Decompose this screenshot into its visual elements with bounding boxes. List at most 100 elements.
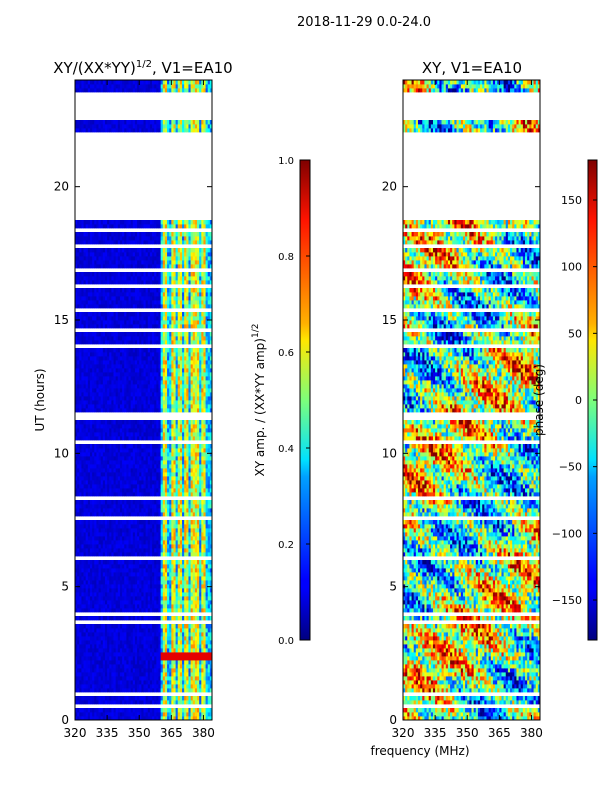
heatmap-cell [98, 660, 102, 665]
heatmap-cell [162, 684, 166, 689]
heatmap-cell [137, 672, 140, 677]
heatmap-cell [171, 600, 174, 605]
heatmap-cell [162, 628, 166, 633]
heatmap-cell [126, 680, 129, 685]
heatmap-cell [152, 716, 155, 721]
heatmap-cell [186, 656, 189, 661]
heatmap-cell [207, 684, 211, 689]
heatmap-cell [94, 600, 97, 605]
heatmap-cell [209, 648, 213, 653]
heatmap-cell [188, 680, 191, 685]
heatmap-cell [173, 608, 177, 613]
heatmap-cell [203, 708, 206, 713]
heatmap-cell [104, 688, 108, 693]
heatmap-cell [194, 608, 198, 613]
heatmap-cell [164, 624, 168, 629]
heatmap-cell [179, 624, 183, 629]
heatmap-cell [79, 644, 82, 649]
heatmap-cell [149, 608, 153, 613]
heatmap-cell [171, 640, 174, 645]
heatmap-cell [186, 680, 189, 685]
heatmap-cell [149, 632, 153, 637]
heatmap-cell [197, 632, 200, 637]
heatmap-cell [102, 680, 106, 685]
heatmap-cell [92, 652, 95, 657]
heatmap-cell [199, 688, 202, 693]
heatmap-cell [186, 684, 189, 689]
heatmap-cell [147, 700, 151, 705]
heatmap-cell [156, 648, 159, 653]
heatmap-cell [197, 712, 200, 717]
heatmap-cell [143, 600, 147, 605]
heatmap-cell [134, 716, 138, 721]
heatmap-cell [107, 608, 110, 613]
heatmap-cell [158, 604, 162, 609]
heatmap-cell [162, 700, 166, 705]
heatmap-cell [179, 648, 183, 653]
heatmap-cell [169, 700, 172, 705]
heatmap-cell [177, 716, 181, 721]
heatmap-cell [83, 648, 87, 653]
heatmap-cell [207, 688, 211, 693]
heatmap-cell [199, 708, 202, 713]
heatmap-cell [89, 684, 93, 689]
heatmap-cell [147, 712, 151, 717]
heatmap-cell [207, 680, 211, 685]
heatmap-cell [147, 608, 151, 613]
heatmap-cell [128, 628, 132, 633]
heatmap-cell [177, 596, 181, 601]
heatmap-cell [109, 596, 112, 601]
heatmap-cell [122, 688, 125, 693]
heatmap-cell [167, 696, 170, 701]
heatmap-cell [158, 628, 162, 633]
heatmap-cell [207, 652, 211, 657]
heatmap-cell [85, 616, 89, 621]
heatmap-cell [79, 624, 82, 629]
heatmap-cell [96, 640, 99, 645]
heatmap-cell [115, 700, 119, 705]
heatmap-cell [89, 596, 93, 601]
heatmap-cell [115, 664, 119, 669]
heatmap-cell [77, 676, 80, 681]
heatmap-cell [113, 680, 117, 685]
heatmap-cell [194, 688, 198, 693]
heatmap-cell [130, 716, 134, 721]
heatmap-cell [119, 680, 123, 685]
heatmap-cell [141, 616, 144, 621]
heatmap-cell [141, 644, 144, 649]
heatmap-cell [107, 688, 110, 693]
heatmap-cell [173, 668, 177, 673]
heatmap-cell [160, 680, 164, 685]
heatmap-cell [152, 660, 155, 665]
heatmap-cell [162, 652, 166, 657]
heatmap-cell [145, 680, 149, 685]
heatmap-cell [137, 640, 140, 645]
heatmap-cell [111, 628, 114, 633]
heatmap-cell [149, 676, 153, 681]
heatmap-cell [128, 644, 132, 649]
heatmap-cell [94, 608, 97, 613]
heatmap-cell [111, 616, 114, 621]
heatmap-cell [156, 616, 159, 621]
heatmap-cell [194, 600, 198, 605]
heatmap-cell [199, 676, 202, 681]
heatmap-cell [77, 644, 80, 649]
heatmap-cell [79, 664, 82, 669]
heatmap-cell [145, 604, 149, 609]
heatmap-cell [111, 688, 114, 693]
heatmap-cell [158, 676, 162, 681]
heatmap-cell [96, 664, 99, 669]
heatmap-cell [177, 616, 181, 621]
heatmap-cell [100, 624, 104, 629]
heatmap-cell [199, 616, 202, 621]
heatmap-cell [75, 700, 78, 705]
heatmap-cell [128, 672, 132, 677]
heatmap-cell [100, 608, 104, 613]
heatmap-cell [96, 676, 99, 681]
heatmap-cell [137, 636, 140, 641]
heatmap-cell [89, 700, 93, 705]
heatmap-cell [169, 600, 172, 605]
heatmap-cell [132, 608, 136, 613]
heatmap-cell [203, 628, 206, 633]
heatmap-cell [143, 616, 147, 621]
